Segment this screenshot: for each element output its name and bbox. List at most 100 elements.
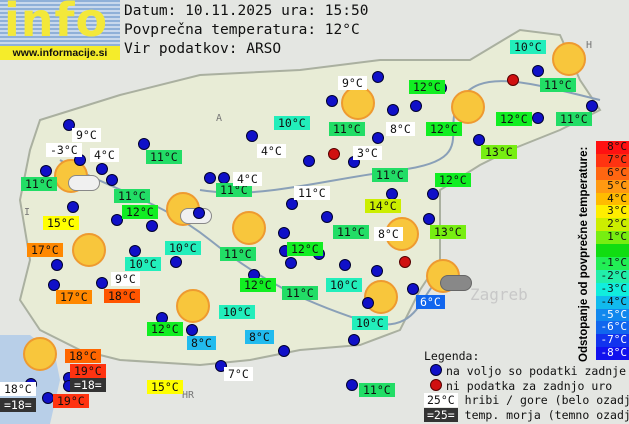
temperature-label: 6°C [416,295,445,309]
average-temperature: Povprečna temperatura: 12°C [124,22,360,38]
temperature-label: 11°C [220,247,256,261]
temperature-label: 17°C [56,290,92,304]
station-dot-missing[interactable] [507,74,519,86]
station-dot[interactable] [473,134,485,146]
country-code-austria: A [216,113,222,124]
station-dot[interactable] [285,257,297,269]
temperature-label: 18°C [0,382,36,396]
station-dot[interactable] [67,201,79,213]
logo-url[interactable]: www.informacije.si [0,46,120,60]
station-dot[interactable] [106,174,118,186]
station-dot[interactable] [321,211,333,223]
temperature-label: 15°C [43,216,79,230]
station-dot[interactable] [278,345,290,357]
station-dot[interactable] [138,138,150,150]
station-dot[interactable] [246,130,258,142]
station-dot[interactable] [532,65,544,77]
station-dot[interactable] [372,132,384,144]
station-dot[interactable] [532,112,544,124]
sun-icon [451,90,485,124]
legend-mountain-sample: 25°C [424,393,458,407]
station-dot[interactable] [348,334,360,346]
station-dot[interactable] [410,100,422,112]
temperature-label: 10°C [510,40,546,54]
red-dot-icon [430,379,442,391]
scale-step: 7°C [596,153,629,167]
temperature-label: 10°C [125,257,161,271]
station-dot[interactable] [423,213,435,225]
station-dot[interactable] [96,277,108,289]
station-dot[interactable] [146,220,158,232]
temperature-label: 11°C [333,225,369,239]
temperature-label: 10°C [274,116,310,130]
station-dot[interactable] [346,379,358,391]
temperature-label: 11°C [329,122,365,136]
temperature-label: -3°C [46,143,82,157]
blue-dot-icon [430,364,442,376]
cloud-icon [68,175,100,191]
station-dot[interactable] [204,172,216,184]
station-dot[interactable] [372,71,384,83]
logo-word: info [4,0,109,47]
temperature-label: 9°C [111,272,140,286]
station-dot[interactable] [326,95,338,107]
station-dot[interactable] [48,279,60,291]
station-dot[interactable] [286,198,298,210]
station-dot[interactable] [96,163,108,175]
scale-step: -7°C [596,333,629,348]
temperature-label: 12°C [426,122,462,136]
station-dot[interactable] [586,100,598,112]
temperature-label: 11°C [216,183,252,197]
temperature-label: 12°C [409,80,445,94]
station-dot[interactable] [303,155,315,167]
temperature-label: =18= [70,378,106,392]
station-dot[interactable] [51,259,63,271]
temperature-label: 12°C [240,278,276,292]
country-code-hungary: H [586,40,592,51]
sun-icon [176,289,210,323]
station-dot[interactable] [387,104,399,116]
temperature-label: 12°C [147,322,183,336]
temperature-label: 11°C [372,168,408,182]
temperature-label: 10°C [219,305,255,319]
legend-sea-sample: =25= [424,408,458,422]
city-zagreb: Zagreb [470,285,528,304]
temperature-label: 11°C [282,286,318,300]
temperature-label: 13°C [430,225,466,239]
station-dot-missing[interactable] [399,256,411,268]
scale-step: 8°C [596,140,629,154]
scale-step: 5°C [596,179,629,193]
temperature-label: 3°C [353,146,382,160]
scale-step: -4°C [596,295,629,309]
temperature-label: 18°C [65,349,101,363]
cloud-icon [440,275,472,291]
temperature-label: 4°C [257,144,286,158]
legend-sea-text: temp. morja (temno ozadje) [464,408,629,422]
scale-step: 1°C [596,230,629,245]
station-dot-missing[interactable] [328,148,340,160]
scale-step: -6°C [596,321,629,335]
temperature-label: 10°C [326,278,362,292]
legend-title: Legenda: [424,349,480,363]
country-code-croatia: HR [182,390,195,401]
legend-mountain-text: hribi / gore (belo ozadje) [464,393,629,407]
scale-title: Odstopanje od povprečne temperature: [578,146,590,362]
scale-step: 6°C [596,166,629,180]
station-dot[interactable] [186,324,198,336]
station-dot[interactable] [427,188,439,200]
informacije-logo[interactable]: info www.informacije.si [0,0,120,60]
station-dot[interactable] [129,245,141,257]
station-dot[interactable] [362,297,374,309]
temperature-label: 10°C [165,241,201,255]
station-dot[interactable] [170,256,182,268]
station-dot[interactable] [407,283,419,295]
station-dot[interactable] [193,207,205,219]
station-dot[interactable] [371,265,383,277]
station-dot[interactable] [111,214,123,226]
temperature-label: 4°C [90,148,119,162]
station-dot[interactable] [40,165,52,177]
station-dot[interactable] [278,227,290,239]
temperature-label: 8°C [187,336,216,350]
station-dot[interactable] [339,259,351,271]
